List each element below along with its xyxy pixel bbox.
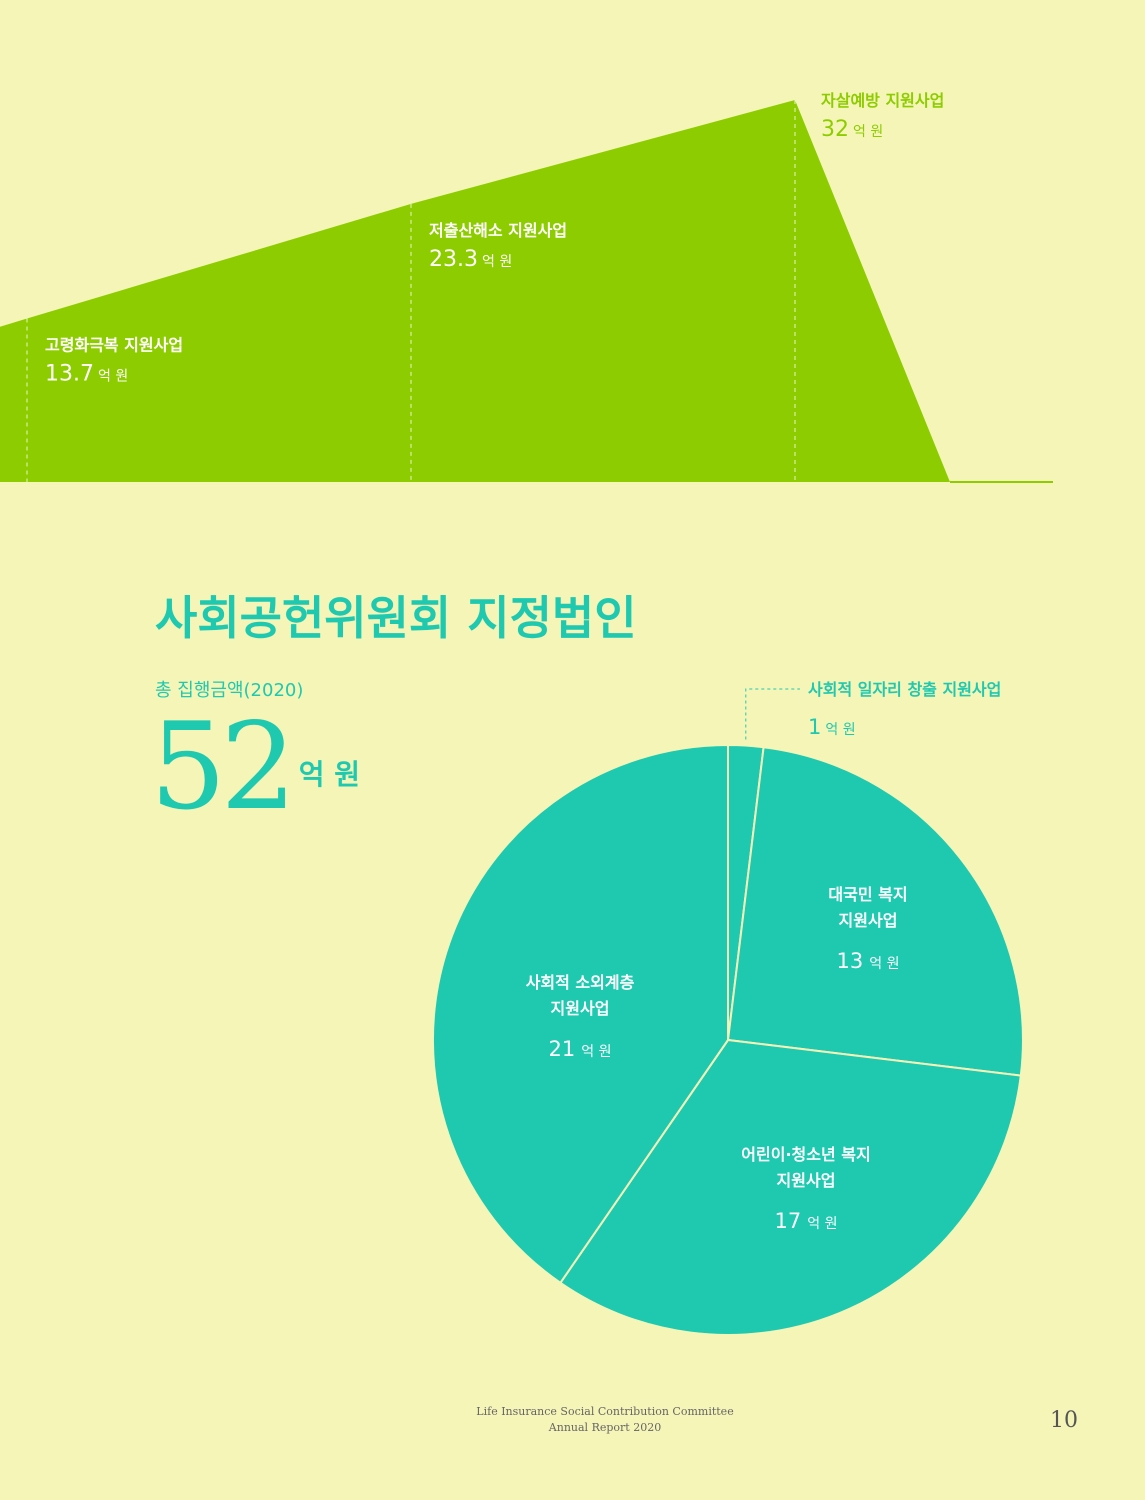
pie-slice-value: 17 억 원 [775,1209,838,1233]
pie-slice-label: 사회적 일자리 창출 지원사업 [808,680,1001,699]
pie-slice-label: 지원사업 [777,1171,836,1190]
area-value-label: 13.7 억 원 [45,361,128,386]
pie-title: 사회공헌위원회 지정법인 [155,591,637,645]
area-category-label: 고령화극복 지원사업 [45,335,183,354]
pie-leader-line [745,688,800,740]
area-category-label: 저출산해소 지원사업 [429,221,567,240]
pie-slice-label: 어린이·청소년 복지 [741,1145,870,1164]
total-amount: 52 억 원 [150,705,360,830]
page-number: 10 [1050,1408,1078,1433]
footer: Life Insurance Social Contribution Commi… [440,1404,770,1436]
total-value: 52 [150,698,297,837]
pie-slice-label: 대국민 복지 [828,885,907,904]
pie-slice-value: 21 억 원 [549,1037,612,1061]
pie-slice-value: 13 억 원 [837,949,900,973]
footer-line-1: Life Insurance Social Contribution Commi… [476,1405,734,1418]
pie-slice-public-welfare [726,746,1024,1077]
pie-slice-label: 지원사업 [839,911,898,930]
pie-slice-underprivileged [431,743,729,1285]
pie-slice-label: 사회적 소외계층 [526,973,635,992]
area-value-label: 32 억 원 [821,117,883,142]
total-label: 총 집행금액(2020) [155,680,304,701]
area-chart: 고령화극복 지원사업 13.7 억 원 저출산해소 지원사업 23.3 억 원 자살예방 지… [0,91,1053,483]
pie-slice-youth-welfare [559,1038,1022,1336]
area-category-label: 자살예방 지원사업 [821,91,944,110]
total-unit: 억 원 [298,758,360,791]
area-value-label: 23.3 억 원 [429,247,512,272]
area-shape [0,100,950,482]
footer-line-2: Annual Report 2020 [548,1421,662,1434]
pie-slice-label: 지원사업 [551,999,610,1018]
